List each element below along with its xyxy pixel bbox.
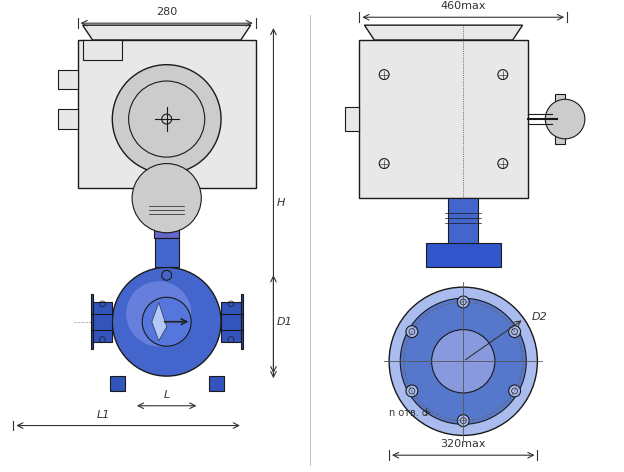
Circle shape (112, 267, 221, 376)
Polygon shape (82, 40, 122, 60)
Polygon shape (364, 25, 522, 40)
Polygon shape (58, 70, 78, 89)
Circle shape (406, 326, 418, 337)
Circle shape (400, 298, 526, 424)
Text: n отв. d: n отв. d (389, 408, 428, 418)
Text: 320max: 320max (441, 439, 486, 449)
Circle shape (432, 329, 495, 393)
Polygon shape (92, 302, 112, 342)
Polygon shape (241, 294, 243, 349)
Text: L: L (163, 390, 170, 400)
Text: L1: L1 (97, 410, 110, 420)
Polygon shape (555, 94, 565, 144)
Polygon shape (78, 40, 256, 188)
Circle shape (406, 385, 418, 397)
Text: H: H (276, 198, 285, 208)
Circle shape (132, 164, 202, 233)
Polygon shape (221, 302, 241, 342)
Circle shape (389, 287, 537, 436)
Polygon shape (154, 188, 179, 238)
Polygon shape (155, 238, 178, 267)
Polygon shape (82, 25, 251, 40)
Polygon shape (90, 294, 92, 349)
Polygon shape (208, 376, 223, 391)
Polygon shape (449, 198, 478, 248)
Polygon shape (110, 376, 125, 391)
Text: D1: D1 (276, 317, 292, 327)
Polygon shape (58, 109, 78, 129)
Polygon shape (426, 243, 501, 267)
Circle shape (509, 385, 520, 397)
Circle shape (126, 281, 192, 346)
Circle shape (509, 326, 520, 337)
Text: 460max: 460max (441, 1, 486, 11)
Text: D2: D2 (532, 312, 548, 322)
Circle shape (142, 297, 191, 346)
Circle shape (545, 99, 585, 139)
Text: 280: 280 (156, 7, 177, 17)
Polygon shape (359, 40, 527, 198)
Polygon shape (152, 303, 167, 341)
Circle shape (457, 296, 469, 308)
Polygon shape (344, 107, 359, 131)
Circle shape (457, 415, 469, 427)
Circle shape (112, 65, 221, 173)
